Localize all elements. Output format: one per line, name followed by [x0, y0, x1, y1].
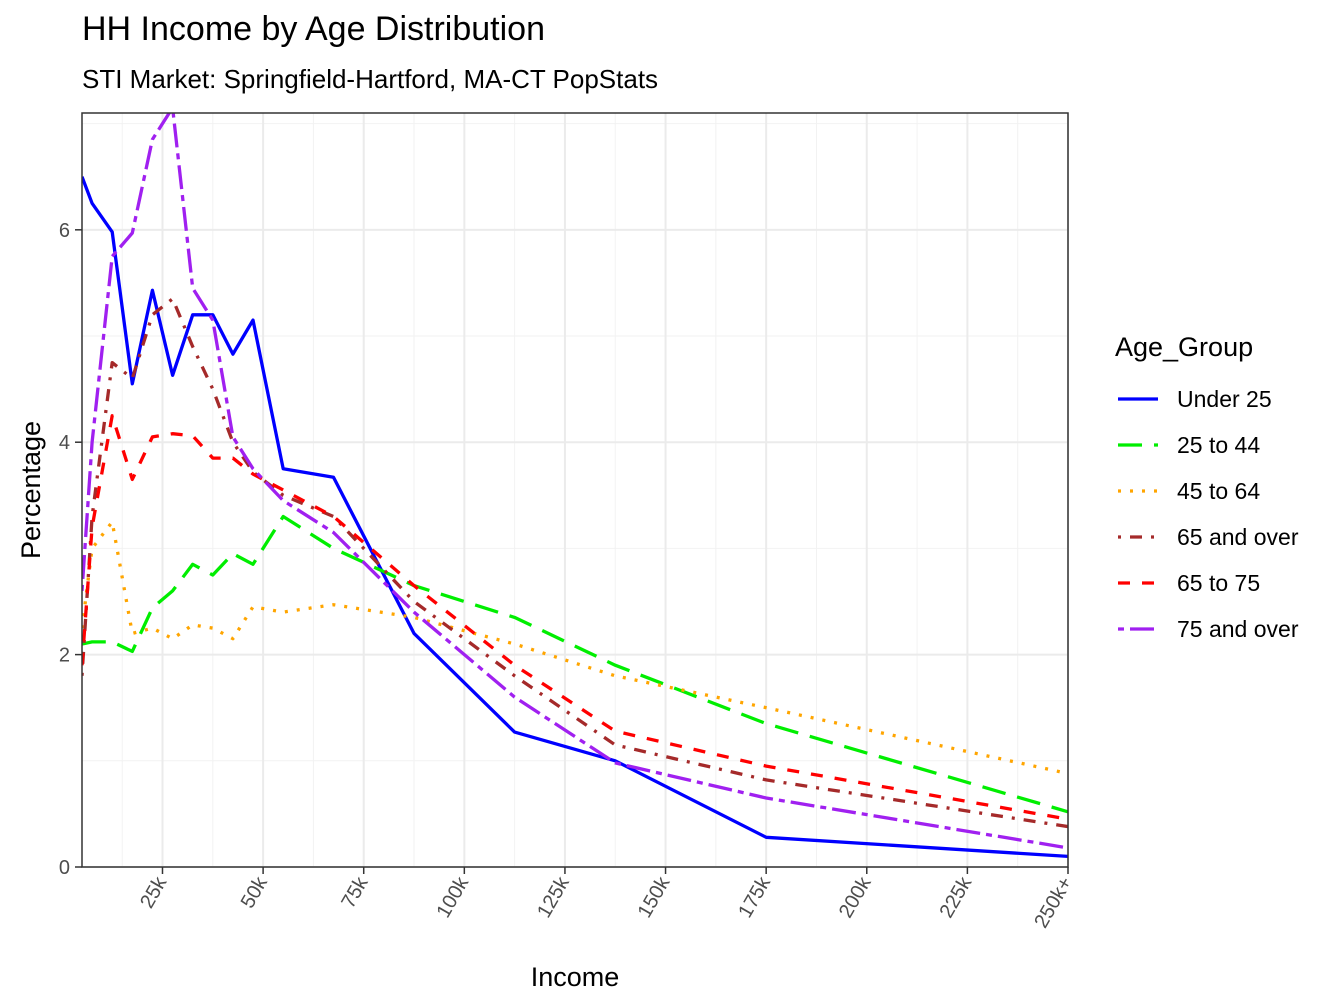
- legend-label: Under 25: [1177, 386, 1272, 412]
- series-line-65-to-75: [82, 414, 1068, 821]
- x-axis-ticks: 25k 50k 75k 100k 125k 150k 175k 200k 225k 250k+: [136, 867, 1077, 932]
- x-tick-label: 50k: [237, 872, 273, 912]
- series-line-75-and-over: [82, 113, 1068, 850]
- x-tick-label: 100k: [432, 872, 473, 921]
- x-tick-label: 150k: [634, 872, 675, 921]
- y-tick-label: 0: [59, 857, 70, 879]
- chart-title: HH Income by Age Distribution: [82, 10, 545, 48]
- legend-label: 75 and over: [1177, 616, 1299, 642]
- series-line-25-to-44: [82, 514, 1068, 814]
- legend-label: 65 to 75: [1177, 570, 1260, 596]
- x-tick-label: 75k: [337, 872, 373, 912]
- legend-label: 25 to 44: [1177, 432, 1260, 458]
- legend-label: 45 to 64: [1177, 478, 1260, 504]
- major-gridlines: [82, 113, 1069, 868]
- series-line-under-25: [82, 176, 1068, 859]
- legend-label: 65 and over: [1177, 524, 1299, 550]
- x-tick-label: 175k: [734, 872, 775, 921]
- y-tick-label: 6: [59, 220, 70, 242]
- x-axis-title: Income: [531, 962, 620, 992]
- y-tick-label: 4: [59, 432, 70, 454]
- x-tick-label: 125k: [533, 872, 574, 921]
- legend: Age_Group Under 25 25 to 44 45 to 64 65 and…: [1115, 332, 1299, 642]
- legend-title: Age_Group: [1115, 332, 1253, 362]
- x-tick-label: 200k: [835, 872, 876, 921]
- series-line-65-and-over: [82, 297, 1068, 829]
- panel-border: [81, 112, 1069, 868]
- minor-gridlines: [81, 113, 1068, 867]
- chart-subtitle: STI Market: Springfield-Hartford, MA-CT …: [82, 64, 659, 94]
- series-lines: [82, 113, 1068, 859]
- y-axis-ticks: 0 2 4 6: [59, 220, 82, 879]
- y-tick-label: 2: [59, 645, 70, 667]
- x-tick-label: 250k+: [1030, 873, 1077, 932]
- series-line-45-to-64: [82, 520, 1068, 776]
- y-axis-title: Percentage: [16, 421, 46, 559]
- x-tick-label: 225k: [936, 872, 977, 921]
- x-tick-label: 25k: [136, 872, 172, 912]
